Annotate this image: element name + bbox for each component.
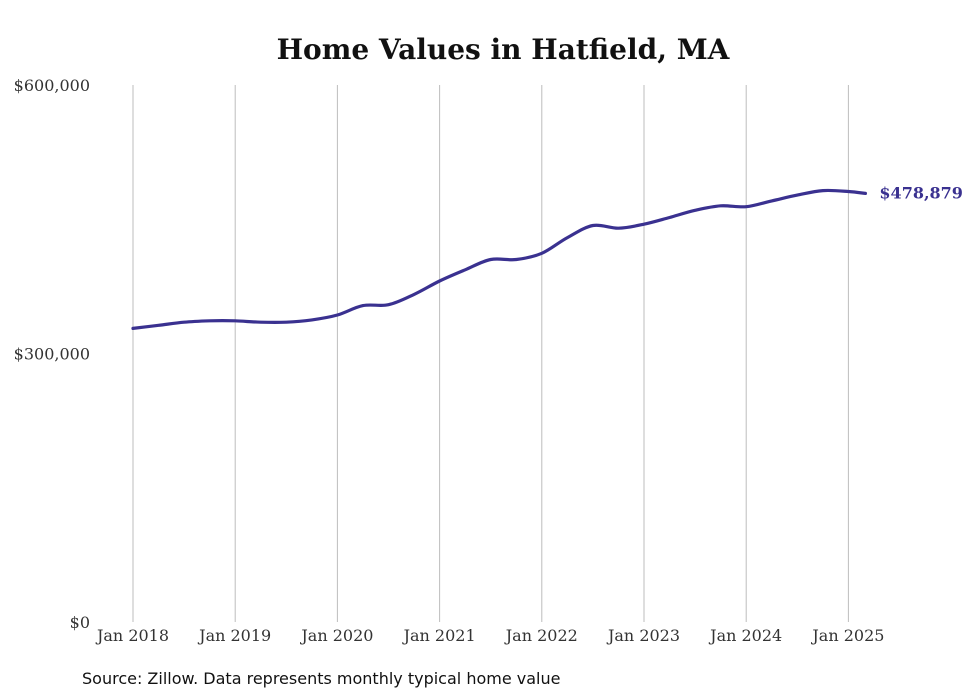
x-tick-label: Jan 2025 (810, 626, 884, 645)
y-tick-label: $600,000 (14, 76, 90, 95)
gridlines (132, 85, 849, 622)
x-tick-label: Jan 2018 (95, 626, 169, 645)
x-tick-label: Jan 2019 (197, 626, 271, 645)
x-tick-label: Jan 2022 (504, 626, 578, 645)
end-value-label: $478,879 (879, 183, 963, 202)
y-tick-label: $300,000 (14, 345, 90, 364)
source-note: Source: Zillow. Data represents monthly … (82, 669, 560, 688)
series-line (131, 188, 867, 330)
y-axis: $0 $300,000 $600,000 (14, 76, 90, 632)
chart-title: Home Values in Hatfield, MA (277, 33, 731, 66)
x-tick-label: Jan 2023 (606, 626, 680, 645)
y-tick-label: $0 (70, 613, 90, 632)
x-tick-label: Jan 2020 (299, 626, 373, 645)
x-axis: Jan 2018 Jan 2019 Jan 2020 Jan 2021 Jan 2022… (95, 626, 884, 645)
x-tick-label: Jan 2024 (708, 626, 782, 645)
series-layer (131, 188, 867, 330)
x-tick-label: Jan 2021 (402, 626, 476, 645)
